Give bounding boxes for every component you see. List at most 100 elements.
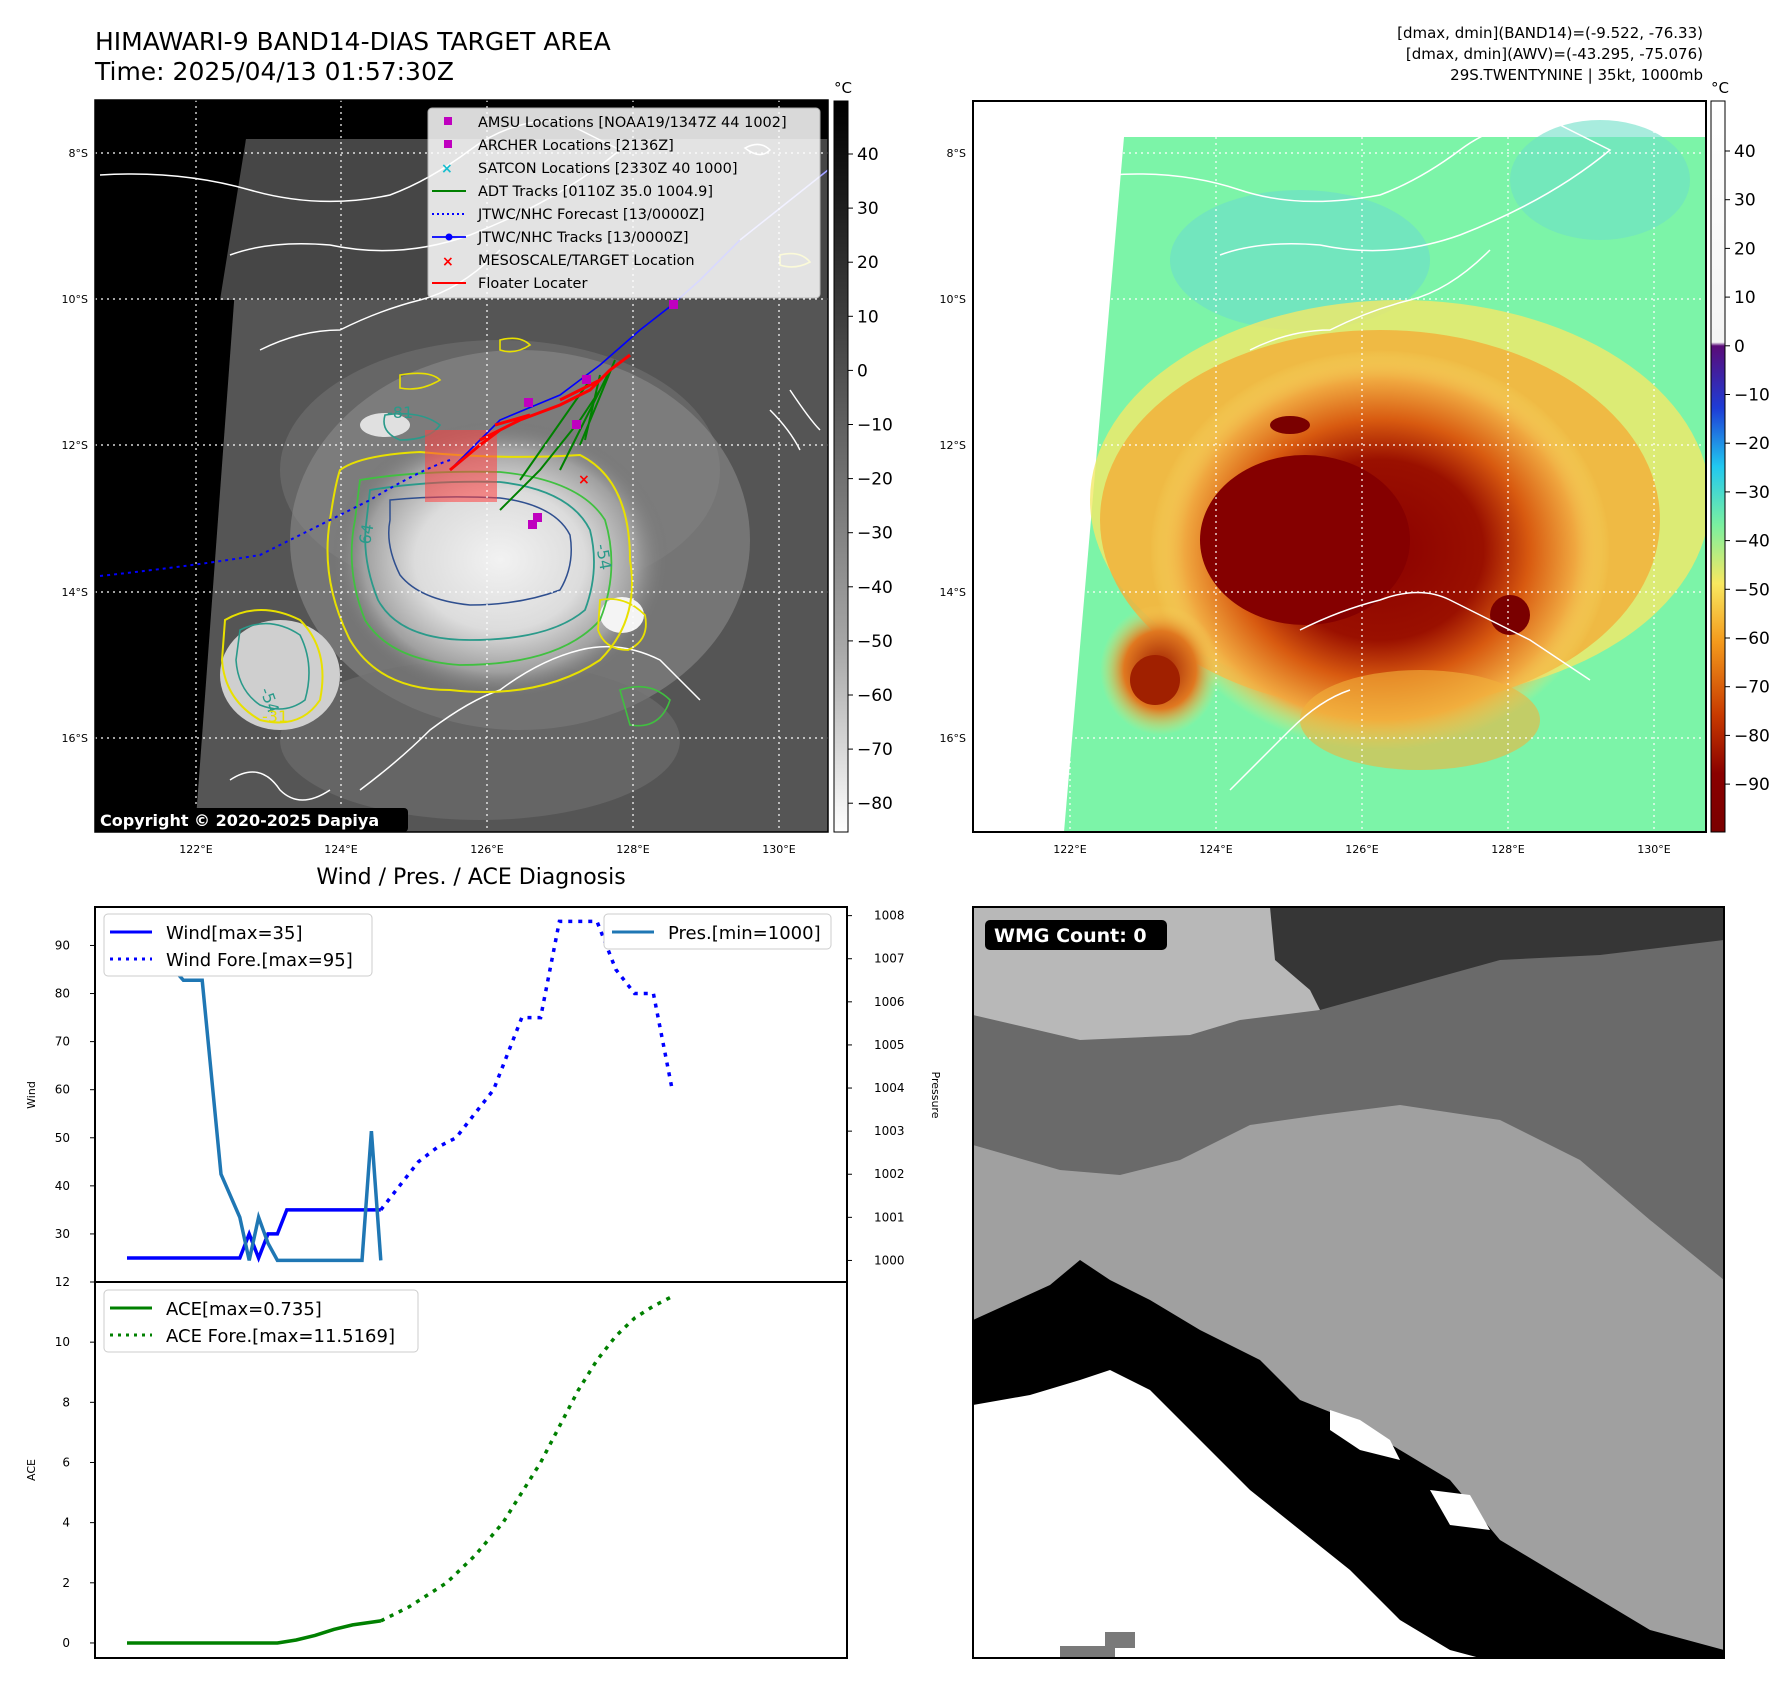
ace-ytick-label: 2 [62,1576,70,1590]
wind-ytick-label: 70 [55,1035,70,1049]
info-awv: [dmax, dmin](AWV)=(-43.295, -75.076) [1406,45,1703,63]
pressure-ytick-label: 1008 [874,909,905,923]
colorbar-tick-label: 30 [1734,191,1756,211]
legend-ace: ACE[max=0.735] [166,1299,322,1320]
info-band14: [dmax, dmin](BAND14)=(-9.522, -76.33) [1397,24,1703,42]
figure-time: Time: 2025/04/13 01:57:30Z [94,57,454,86]
colorbar-tick-label: −50 [1734,580,1770,600]
pressure-ytick-label: 1003 [874,1124,905,1138]
colorbar-tick-label: 10 [857,307,879,327]
pressure-ytick-label: 1001 [874,1210,905,1224]
wind-ytick-label: 90 [55,938,70,952]
wind-ytick-label: 30 [55,1227,70,1241]
ace-ytick-label: 10 [55,1335,70,1349]
wmg-count: WMG Count: 0 [994,925,1147,947]
legend-track-dot [445,233,453,241]
colorbar-tick-label: −20 [857,470,893,490]
legend-wind-forecast: Wind Fore.[max=95] [166,950,353,971]
legend-ace-forecast: ACE Fore.[max=11.5169] [166,1326,395,1347]
lon-label: 128°E [616,843,649,856]
legend-archer-marker [444,140,452,148]
colorbar-unit: °C [1711,79,1729,97]
lon-label: 130°E [1637,843,1670,856]
colorbar-tick-label: −20 [1734,434,1770,454]
wind-ytick-label: 50 [55,1131,70,1145]
colorbar-tick-label: −10 [1734,386,1770,406]
wind-ytick-label: 40 [55,1179,70,1193]
wmg-panel [973,907,1724,1658]
wmg-badge [985,920,1167,950]
legend-forecast: JTWC/NHC Forecast [13/0000Z] [477,207,704,223]
legend-archer: ARCHER Locations [2136Z] [478,138,674,154]
series-line-pres- [125,914,383,1263]
colorbar-tick-label: 40 [1734,142,1756,162]
lon-label: 128°E [1491,843,1524,856]
figure-title: HIMAWARI-9 BAND14-DIAS TARGET AREA [95,27,611,56]
lon-label: 126°E [470,843,503,856]
ace-ytick-label: 8 [62,1395,70,1409]
colorbar-tick-label: −70 [857,740,893,760]
awv-map [973,101,1706,832]
pressure-ytick-label: 1004 [874,1081,905,1095]
pressure-ytick-label: 1005 [874,1038,905,1052]
band14-colorbar: °C 40 30 20 10 0 −10 −20 −30 −40 −50 −60 −70 −80 [833,79,893,833]
series-line-ace [127,1619,382,1645]
colorbar-tick-label: −80 [857,794,893,814]
contour-label: -31 [262,707,288,726]
contour-label: -54 [592,542,615,571]
colorbar-tick-label: 30 [857,199,879,219]
info-storm: 29S.TWENTYNINE | 35kt, 1000mb [1450,66,1703,84]
colorbar-tick-label: 20 [857,253,879,273]
lat-label: 16°S [940,732,966,745]
wind-legend: Wind[max=35] Wind Fore.[max=95] [103,913,373,977]
wind-ytick-label: 80 [55,987,70,1001]
colorbar-tick-label: −80 [1734,726,1770,746]
pressure-ytick-label: 1000 [874,1253,905,1267]
wind-ylabel: Wind [25,1081,38,1109]
lat-label: 10°S [940,293,966,306]
colorbar-tick-label: −70 [1734,678,1770,698]
colorbar-tick-label: −60 [1734,629,1770,649]
colorbar-tick-label: −40 [857,578,893,598]
colorbar-unit: °C [834,79,852,97]
copyright-box [95,808,408,832]
legend-amsu-marker [444,117,452,125]
lon-label: 130°E [762,843,795,856]
wind-ytick-label: 60 [55,1083,70,1097]
ace-ytick-label: 0 [62,1636,70,1650]
legend-amsu: AMSU Locations [NOAA19/1347Z 44 1002] [478,115,787,131]
awv-colorbar: °C 40 30 20 10 0 −10 −20 −30 −40 −50 −60 −70 −80 −90 [1710,79,1770,833]
lon-label: 124°E [324,843,357,856]
lat-label: 16°S [62,732,88,745]
colorbar-tick-label: 0 [857,361,868,381]
colorbar-tick-label: −10 [857,416,893,436]
lon-label: 122°E [179,843,212,856]
colorbar-tick-label: −90 [1734,775,1770,795]
contour-label: 64 [355,522,377,545]
ace-ytick-label: 6 [62,1455,70,1469]
colorbar-tick-label: −50 [857,632,893,652]
colorbar-tick-label: −30 [857,524,893,544]
legend-wind: Wind[max=35] [166,923,303,944]
legend-satcon: SATCON Locations [2330Z 40 1000] [478,161,737,177]
pressure-ytick-label: 1002 [874,1167,905,1181]
legend-target: MESOSCALE/TARGET Location [478,253,695,269]
colorbar-tick-label: 40 [857,145,879,165]
svg-text:×: × [578,472,590,488]
lat-label: 12°S [940,439,966,452]
legend-floater: Floater Locater [478,276,587,292]
series-line-wind-fore- [379,919,674,1211]
legend-track: JTWC/NHC Tracks [13/0000Z] [477,230,689,246]
contour-label: -81 [387,403,413,422]
copyright: Copyright © 2020-2025 Dapiya [100,811,379,830]
map-legend: AMSU Locations [NOAA19/1347Z 44 1002] AR… [427,107,821,299]
colorbar-tick-label: −30 [1734,483,1770,503]
series-line-ace-fore- [380,1294,673,1623]
legend-pressure: Pres.[min=1000] [668,923,821,944]
lon-label: 124°E [1199,843,1232,856]
legend-satcon-marker: × [441,161,453,177]
lat-label: 14°S [62,586,88,599]
pressure-ytick-label: 1006 [874,995,905,1009]
lat-label: 8°S [947,147,966,160]
colorbar-tick-label: 10 [1734,288,1756,308]
